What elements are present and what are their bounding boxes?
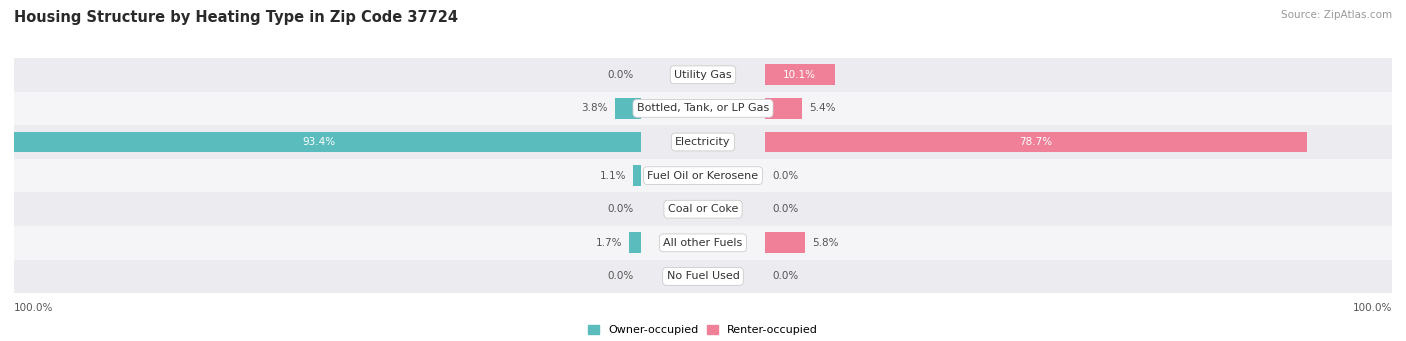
Text: 0.0%: 0.0% (772, 204, 799, 214)
Bar (14, 159, 1392, 192)
Text: 5.4%: 5.4% (808, 103, 835, 114)
Text: 100.0%: 100.0% (14, 303, 53, 313)
Text: No Fuel Used: No Fuel Used (666, 271, 740, 281)
Text: 0.0%: 0.0% (607, 70, 634, 80)
Bar (614, 98, 641, 119)
Text: 0.0%: 0.0% (607, 271, 634, 281)
Text: 5.8%: 5.8% (811, 238, 838, 248)
Legend: Owner-occupied, Renter-occupied: Owner-occupied, Renter-occupied (583, 320, 823, 340)
Bar (765, 98, 803, 119)
Bar (14, 260, 1392, 293)
Text: 3.8%: 3.8% (582, 103, 607, 114)
Bar (14, 226, 1392, 260)
Text: 0.0%: 0.0% (607, 204, 634, 214)
Text: Bottled, Tank, or LP Gas: Bottled, Tank, or LP Gas (637, 103, 769, 114)
Text: 78.7%: 78.7% (1019, 137, 1053, 147)
Text: 100.0%: 100.0% (1353, 303, 1392, 313)
Text: All other Fuels: All other Fuels (664, 238, 742, 248)
Bar (0, 132, 641, 152)
Text: 0.0%: 0.0% (772, 170, 799, 181)
Text: 0.0%: 0.0% (772, 271, 799, 281)
Text: Coal or Coke: Coal or Coke (668, 204, 738, 214)
Text: Source: ZipAtlas.com: Source: ZipAtlas.com (1281, 10, 1392, 20)
Bar (14, 92, 1392, 125)
Text: Electricity: Electricity (675, 137, 731, 147)
Text: Housing Structure by Heating Type in Zip Code 37724: Housing Structure by Heating Type in Zip… (14, 10, 458, 25)
Text: Fuel Oil or Kerosene: Fuel Oil or Kerosene (647, 170, 759, 181)
Text: Utility Gas: Utility Gas (675, 70, 731, 80)
Bar (14, 58, 1392, 92)
Text: 93.4%: 93.4% (302, 137, 336, 147)
Bar (765, 64, 835, 85)
Bar (634, 165, 641, 186)
Bar (765, 233, 806, 253)
Text: 10.1%: 10.1% (783, 70, 817, 80)
Bar (14, 192, 1392, 226)
Text: 1.7%: 1.7% (596, 238, 623, 248)
Bar (14, 125, 1392, 159)
Bar (630, 233, 641, 253)
Text: 1.1%: 1.1% (600, 170, 627, 181)
Bar (765, 132, 1308, 152)
